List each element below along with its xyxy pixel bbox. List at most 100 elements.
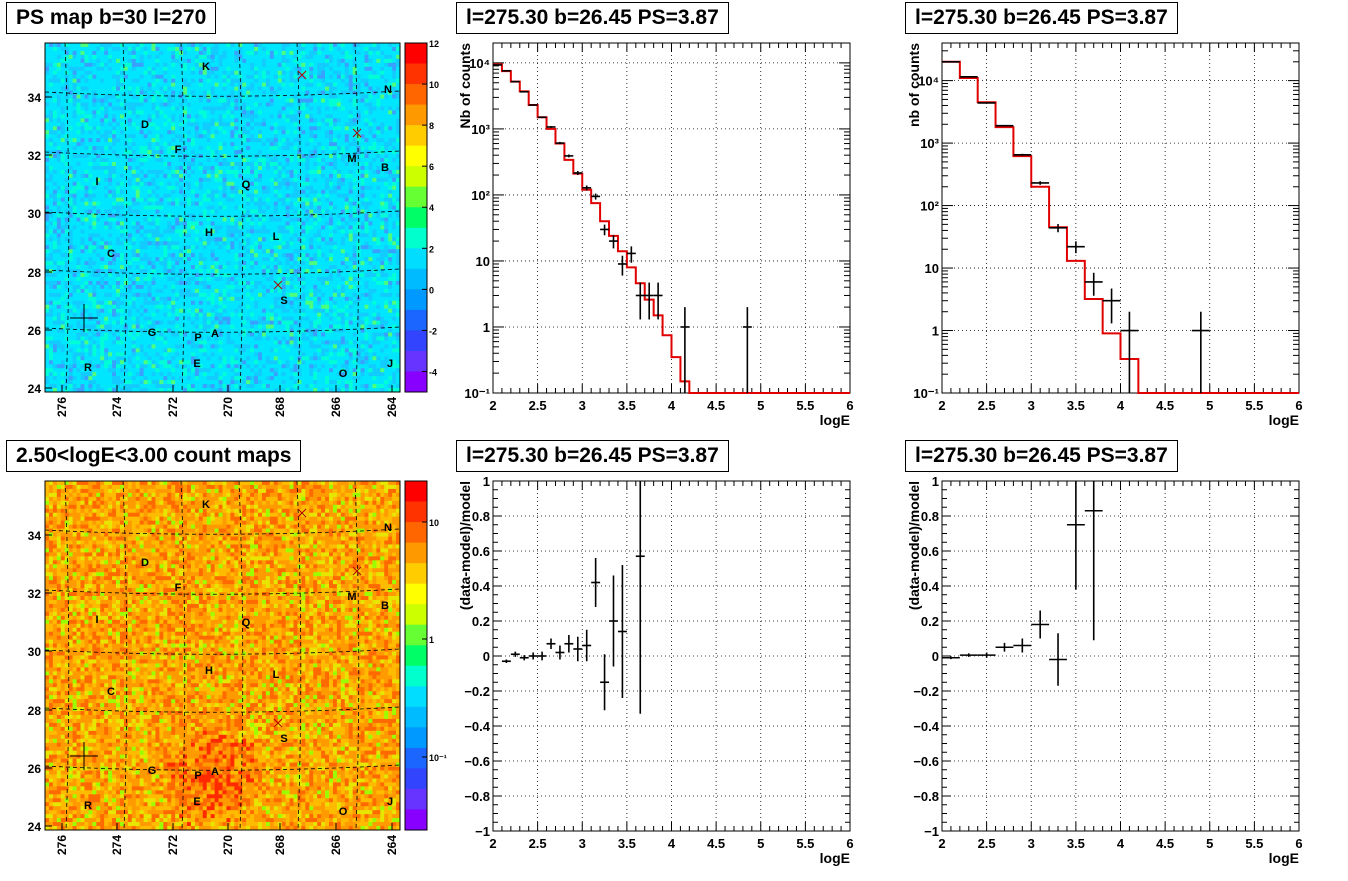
map-pixel bbox=[60, 110, 66, 115]
map-pixel bbox=[273, 229, 279, 234]
map-pixel bbox=[163, 197, 168, 203]
map-pixel bbox=[108, 134, 113, 139]
map-pixel bbox=[190, 193, 196, 199]
map-pixel bbox=[151, 82, 156, 88]
map-pixel bbox=[254, 58, 259, 64]
map-pixel bbox=[135, 173, 141, 179]
map-pixel bbox=[68, 86, 74, 91]
map-pixel bbox=[340, 146, 346, 151]
map-pixel bbox=[183, 70, 188, 76]
map-pixel bbox=[309, 225, 314, 230]
map-pixel bbox=[72, 261, 77, 266]
map-pixel bbox=[289, 94, 294, 99]
map-pixel bbox=[368, 126, 373, 131]
map-pixel bbox=[72, 173, 77, 179]
map-pixel bbox=[167, 106, 172, 111]
map-pixel bbox=[127, 62, 133, 68]
map-pixel bbox=[336, 130, 342, 135]
map-pixel bbox=[218, 221, 223, 226]
map-pixel bbox=[147, 43, 152, 48]
map-pixel bbox=[159, 150, 164, 155]
map-pixel bbox=[384, 169, 389, 175]
map-pixel bbox=[344, 217, 350, 222]
map-pixel bbox=[376, 90, 381, 95]
map-pixel bbox=[396, 134, 401, 139]
map-pixel bbox=[309, 205, 314, 210]
map-pixel bbox=[214, 205, 219, 210]
map-pixel bbox=[45, 146, 50, 151]
map-pixel bbox=[171, 114, 176, 119]
map-pixel bbox=[321, 173, 326, 179]
map-pixel bbox=[56, 54, 62, 60]
map-pixel bbox=[281, 217, 287, 222]
map-pixel bbox=[250, 229, 255, 234]
map-pixel bbox=[321, 185, 326, 191]
map-pixel bbox=[254, 158, 259, 163]
map-pixel bbox=[187, 237, 192, 242]
map-pixel bbox=[112, 82, 117, 88]
map-pixel bbox=[96, 138, 101, 143]
map-pixel bbox=[380, 43, 385, 48]
map-pixel bbox=[116, 169, 121, 175]
map-pixel bbox=[163, 185, 168, 191]
map-pixel bbox=[384, 185, 389, 191]
map-pixel bbox=[48, 110, 54, 115]
map-pixel bbox=[183, 106, 188, 111]
map-pixel bbox=[96, 110, 101, 115]
map-pixel bbox=[194, 181, 200, 187]
map-pixel bbox=[352, 205, 358, 210]
map-pixel bbox=[194, 173, 200, 179]
map-pixel bbox=[84, 201, 89, 207]
map-pixel bbox=[80, 86, 85, 91]
map-pixel bbox=[80, 82, 85, 88]
map-pixel bbox=[309, 54, 314, 60]
map-pixel bbox=[112, 229, 117, 234]
map-pixel bbox=[242, 43, 247, 48]
map-pixel bbox=[372, 249, 377, 254]
map-pixel bbox=[234, 249, 239, 254]
map-pixel bbox=[360, 221, 365, 226]
map-pixel bbox=[104, 86, 109, 91]
map-pixel bbox=[372, 66, 377, 72]
map-pixel bbox=[159, 146, 164, 151]
map-pixel bbox=[214, 181, 219, 187]
map-pixel bbox=[100, 114, 105, 119]
map-pixel bbox=[258, 249, 263, 254]
map-pixel bbox=[80, 197, 85, 203]
map-pixel bbox=[72, 43, 77, 48]
map-pixel bbox=[167, 189, 172, 195]
map-pixel bbox=[317, 126, 322, 131]
map-pixel bbox=[392, 50, 397, 56]
map-pixel bbox=[92, 205, 97, 210]
map-pixel bbox=[171, 122, 176, 127]
map-pixel bbox=[396, 221, 401, 226]
map-pixel bbox=[380, 237, 385, 242]
map-pixel bbox=[242, 209, 247, 214]
map-pixel bbox=[100, 110, 105, 115]
map-pixel bbox=[175, 253, 180, 258]
map-pixel bbox=[344, 165, 350, 171]
map-pixel bbox=[261, 78, 267, 84]
map-pixel bbox=[159, 70, 164, 76]
map-pixel bbox=[360, 165, 365, 171]
map-pixel bbox=[360, 70, 365, 76]
map-pixel bbox=[155, 261, 160, 266]
map-pixel bbox=[96, 43, 101, 48]
map-pixel bbox=[48, 90, 54, 95]
map-pixel bbox=[348, 154, 354, 159]
map-pixel bbox=[84, 158, 89, 163]
map-pixel bbox=[250, 98, 255, 103]
map-pixel bbox=[332, 46, 338, 52]
map-pixel bbox=[48, 54, 54, 60]
map-pixel bbox=[131, 146, 137, 151]
map-pixel bbox=[285, 177, 290, 183]
map-pixel bbox=[80, 193, 85, 199]
map-pixel bbox=[396, 205, 401, 210]
map-pixel bbox=[293, 138, 298, 143]
map-pixel bbox=[230, 150, 235, 155]
map-pixel bbox=[277, 82, 283, 88]
map-pixel bbox=[151, 158, 156, 163]
map-pixel bbox=[52, 94, 58, 99]
map-pixel bbox=[179, 122, 184, 127]
map-pixel bbox=[64, 134, 70, 139]
